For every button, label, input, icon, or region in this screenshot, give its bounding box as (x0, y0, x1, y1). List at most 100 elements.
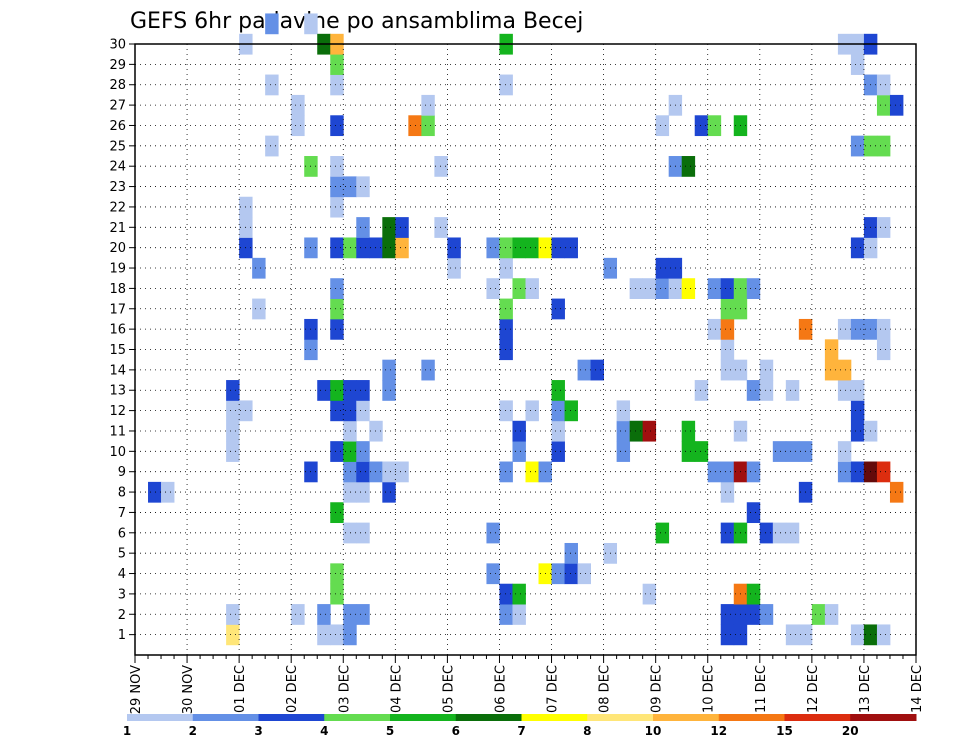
heatmap-cell (486, 278, 500, 299)
heatmap-cell (356, 461, 370, 483)
heatmap-cell (785, 441, 800, 462)
heatmap-cell (304, 13, 318, 35)
heatmap-cell (499, 461, 513, 483)
y-tick-label: 24 (109, 160, 126, 175)
y-tick-label: 23 (109, 180, 126, 195)
colorbar-label: 3 (254, 724, 262, 738)
heatmap-cell (382, 217, 396, 238)
heatmap-cell (356, 400, 370, 422)
heatmap-cell (551, 298, 565, 320)
heatmap-cell (824, 359, 839, 381)
heatmap-cell (889, 481, 904, 503)
colorbar-segment (718, 714, 785, 721)
y-tick-label: 9 (118, 465, 126, 480)
heatmap-cell (759, 359, 774, 381)
colorbar-segment (258, 714, 325, 721)
heatmap-cell (837, 441, 852, 462)
heatmap-cell (317, 624, 331, 646)
heatmap-cell (837, 461, 852, 483)
heatmap-cell (577, 359, 591, 381)
cells-layer (148, 13, 904, 646)
colorbar-segment (521, 714, 588, 721)
heatmap-cell (499, 318, 513, 340)
heatmap-cell (317, 380, 331, 401)
heatmap-cell (785, 624, 800, 646)
heatmap-cell (434, 156, 448, 177)
heatmap-cell (330, 237, 344, 259)
heatmap-cell (525, 400, 539, 422)
heatmap-cell (148, 481, 162, 503)
colorbar-label: 7 (517, 724, 525, 738)
heatmap-cell (330, 74, 344, 96)
heatmap-cell (330, 441, 344, 462)
heatmap-cell (720, 604, 735, 625)
heatmap-cell (512, 237, 526, 259)
colorbar-segment (324, 714, 391, 721)
y-tick-label: 18 (109, 282, 126, 297)
y-tick-label: 15 (109, 343, 126, 358)
heatmap-cell (330, 563, 344, 585)
y-tick-label: 13 (109, 384, 126, 399)
heatmap-cell (421, 115, 435, 137)
heatmap-cell (681, 441, 696, 462)
grid-layer (135, 43, 916, 655)
heatmap-cell (447, 257, 461, 279)
heatmap-cell (694, 115, 709, 137)
heatmap-cell (265, 74, 279, 96)
heatmap-cell (512, 420, 526, 442)
heatmap-cell (343, 237, 357, 259)
heatmap-cell (382, 359, 396, 381)
heatmap-cell (759, 380, 774, 401)
x-axis: 29 NOV 30 NOV 01 DEC 02 DEC 03 DEC 04 DEC 05 D… (129, 655, 925, 714)
heatmap-cell (772, 522, 787, 544)
heatmap-cell (499, 400, 513, 422)
heatmap-cell (707, 278, 722, 299)
heatmap-cell (330, 624, 344, 646)
heatmap-cell (226, 604, 240, 625)
y-tick-label: 27 (109, 99, 126, 114)
heatmap-cell (252, 257, 266, 279)
colorbar-label: 1 (123, 724, 131, 738)
x-tick-label: 10 DEC (702, 665, 717, 713)
heatmap-cell (330, 196, 344, 218)
heatmap-cell (551, 441, 565, 462)
heatmap-cell (317, 604, 331, 625)
heatmap-cell (356, 522, 370, 544)
heatmap-cell (356, 604, 370, 625)
heatmap-cell (486, 563, 500, 585)
heatmap-cell (629, 420, 644, 442)
heatmap-cell (499, 257, 513, 279)
heatmap-cell (499, 604, 513, 625)
heatmap-cell (551, 380, 565, 401)
x-tick-label: 09 DEC (650, 665, 665, 713)
y-tick-label: 10 (109, 445, 126, 460)
heatmap-cell (850, 318, 865, 340)
heatmap-cell (512, 583, 526, 605)
heatmap-cell (746, 380, 761, 401)
heatmap-cell (356, 441, 370, 462)
heatmap-cell (356, 217, 370, 238)
heatmap-cell (226, 441, 240, 462)
heatmap-cell (655, 522, 670, 544)
heatmap-cell (551, 563, 565, 585)
heatmap-cell (161, 481, 175, 503)
x-tick-label: 04 DEC (389, 665, 404, 713)
heatmap-cell (720, 339, 735, 361)
y-tick-label: 29 (109, 58, 126, 73)
heatmap-cell (785, 380, 800, 401)
y-tick-label: 20 (109, 241, 126, 256)
heatmap-cell (265, 135, 279, 157)
heatmap-cell (759, 522, 774, 544)
heatmap-cell (499, 339, 513, 361)
heatmap-cell (434, 217, 448, 238)
heatmap-cell (551, 237, 565, 259)
colorbar-segment (784, 714, 851, 721)
heatmap-cell (525, 461, 539, 483)
colorbar: 1 2 3 4 5 6 7 8 10 12 15 20 (123, 714, 917, 738)
x-tick-label: 07 DEC (546, 665, 561, 713)
heatmap-cell (343, 400, 357, 422)
heatmap-cell (850, 237, 865, 259)
colorbar-label: 10 (645, 724, 662, 738)
x-tick-label: 12 DEC (806, 665, 821, 713)
